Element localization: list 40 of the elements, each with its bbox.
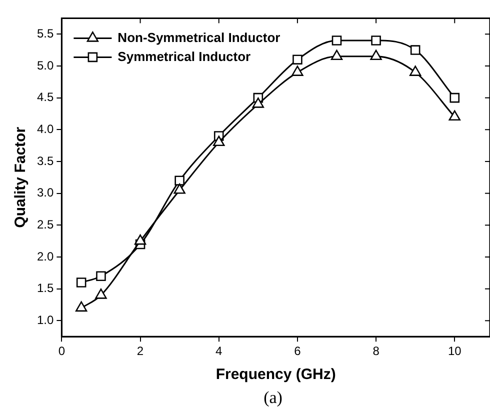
point <box>450 92 460 103</box>
legend-label: Symmetrical Inductor <box>118 48 251 64</box>
point <box>409 66 422 76</box>
legend-label: Non-Symmetrical Inductor <box>118 30 280 45</box>
point <box>76 278 86 288</box>
point <box>134 234 146 245</box>
point <box>448 110 460 121</box>
y-tick-label: 4.5 <box>36 90 54 104</box>
x-tick-label: 4 <box>216 344 223 358</box>
y-tick-label: 5.5 <box>36 26 54 40</box>
y-tick-label: 5.0 <box>36 58 54 72</box>
y-tick-label: 3.0 <box>36 186 54 200</box>
y-tick-label: 4.0 <box>36 122 54 136</box>
y-axis-title: Quality Factor <box>12 126 30 228</box>
x-tick-label: 6 <box>294 344 302 358</box>
point <box>292 66 304 76</box>
point <box>96 271 106 281</box>
x-tick-label: 0 <box>58 344 66 358</box>
point <box>174 176 184 186</box>
point <box>252 98 264 108</box>
point <box>174 183 186 194</box>
point <box>292 54 302 64</box>
x-axis-title: Frequency (GHz) <box>216 366 336 384</box>
x-tick-label: 10 <box>448 344 462 358</box>
point <box>332 36 342 46</box>
x-tick-label: 8 <box>372 344 380 358</box>
x-tick-label: 2 <box>136 344 144 358</box>
y-tick-label: 2.5 <box>36 217 54 232</box>
point <box>330 50 343 60</box>
y-tick-label: 1.0 <box>36 312 54 327</box>
point <box>410 45 420 55</box>
point <box>371 36 381 46</box>
point <box>95 288 107 299</box>
y-tick-label: 2.0 <box>36 249 54 264</box>
y-tick-label: 1.5 <box>36 281 54 296</box>
point <box>213 136 225 146</box>
text: (a) <box>262 388 284 408</box>
y-tick-label: 3.5 <box>36 154 54 168</box>
point <box>75 301 88 312</box>
point <box>370 50 382 60</box>
